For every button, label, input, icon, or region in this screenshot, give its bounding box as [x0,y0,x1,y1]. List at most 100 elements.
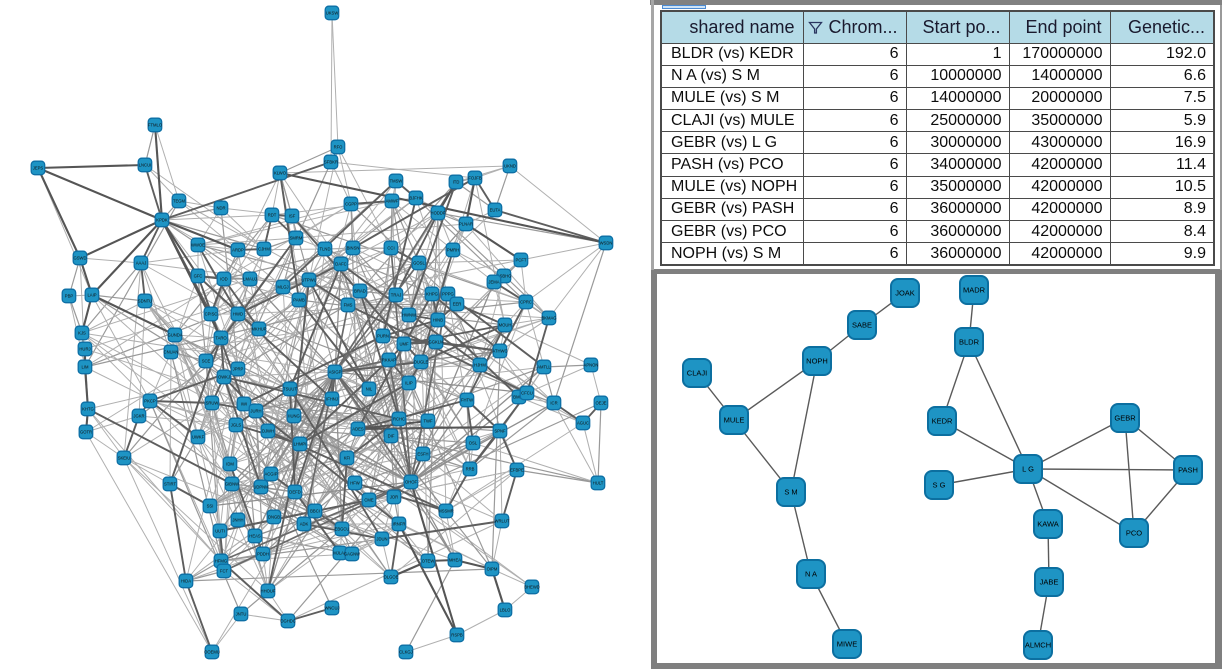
svg-text:JGKR: JGKR [133,414,144,419]
svg-text:DEFD: DEFD [289,490,300,495]
svg-text:KFI: KFI [344,456,351,461]
svg-text:SFBKR: SFBKR [324,160,338,165]
svg-text:GFC: GFC [194,274,203,279]
svg-text:GIBNW: GIBNW [225,482,239,487]
svg-text:AGUC: AGUC [577,421,589,426]
svg-text:S G: S G [933,481,946,490]
svg-text:L G: L G [1022,465,1034,474]
svg-text:TARO: TARO [215,336,227,341]
svg-text:HULT: HULT [593,481,604,486]
svg-text:BRAD: BRAD [354,289,366,294]
svg-text:KEDR: KEDR [932,417,953,426]
svg-text:CME: CME [364,498,374,503]
svg-text:MLGJ: MLGJ [277,285,288,290]
svg-text:PCO: PCO [1126,529,1142,538]
svg-text:PMRH: PMRH [447,248,459,253]
svg-text:RCHC: RCHC [393,417,405,422]
svg-text:CPRC: CPRC [520,300,532,305]
svg-text:SRUW: SRUW [206,401,219,406]
svg-text:APNON: APNON [584,363,599,368]
svg-text:CLAJI: CLAJI [687,369,707,378]
svg-text:BLDR: BLDR [959,338,980,347]
svg-text:ADK: ADK [300,522,309,527]
svg-text:TSUUT: TSUUT [283,387,297,392]
svg-text:ACGIP: ACGIP [264,472,277,477]
svg-text:RFO: RFO [334,145,344,150]
svg-text:FHTW: FHTW [461,398,473,403]
svg-text:MADR: MADR [963,286,986,295]
svg-text:RRB: RRB [466,467,475,472]
svg-text:PASH: PASH [1178,466,1198,475]
svg-text:ICR: ICR [550,401,557,406]
svg-text:TLND: TLND [320,247,331,252]
svg-text:WNCUJ: WNCUJ [324,606,339,611]
svg-text:HINB: HINB [433,318,443,323]
svg-text:UUTI: UUTI [215,529,225,534]
svg-text:OGHDC: OGHDC [280,619,296,624]
svg-text:OTEW: OTEW [422,559,435,564]
svg-text:KLWO: KLWO [274,171,287,176]
svg-text:FCT: FCT [220,569,229,574]
svg-text:BMLB: BMLB [513,395,525,400]
svg-text:OSL: OSL [469,441,478,446]
svg-text:CPISC: CPISC [205,312,218,317]
svg-text:FTMLO: FTMLO [148,123,163,128]
svg-text:IIUNG: IIUNG [288,414,300,419]
svg-text:LIM: LIM [82,365,89,370]
svg-text:RKKAP: RKKAP [382,358,396,363]
svg-text:JURH: JURH [250,409,261,414]
svg-text:MULE: MULE [724,416,745,425]
svg-text:CNUAN: CNUAN [164,350,179,355]
svg-text:MJLAK: MJLAK [333,551,347,556]
svg-text:DJWH: DJWH [262,429,274,434]
svg-text:HODDF: HODDF [431,211,446,216]
svg-text:HEAS: HEAS [249,534,261,539]
svg-text:IRNFR: IRNFR [393,522,406,527]
svg-text:BINSN: BINSN [347,246,360,251]
svg-text:WSDN: WSDN [600,241,613,246]
svg-text:UWKF: UWKF [192,435,205,440]
svg-text:OHOF: OHOF [405,480,418,485]
svg-text:TRAJ: TRAJ [391,293,401,298]
svg-text:ARDP: ARDP [232,248,244,253]
svg-text:CFCU: CFCU [521,391,533,396]
svg-text:JABE: JABE [1040,578,1059,587]
svg-text:ADES: ADES [352,427,364,432]
svg-text:TWF: TWF [423,419,433,424]
svg-text:EUTA: EUTA [490,208,501,213]
svg-text:IWI: IWI [241,402,247,407]
svg-text:LNCUI: LNCUI [139,163,152,168]
svg-text:ATHWC: ATHWC [492,349,507,354]
svg-text:RSPB: RSPB [451,633,463,638]
svg-text:JOR: JOR [390,495,398,500]
svg-text:SCE: SCE [202,359,211,364]
svg-text:N A: N A [805,570,817,579]
svg-text:PURN: PURN [377,334,389,339]
svg-text:PAMB: PAMB [293,298,305,303]
svg-text:FOJFB: FOJFB [468,176,481,181]
svg-text:BHEWD: BHEWD [524,585,540,590]
svg-text:JOAK: JOAK [895,289,915,298]
svg-text:FMS: FMS [344,303,353,308]
svg-text:LMAUJ: LMAUJ [243,277,257,282]
svg-text:MHEA: MHEA [449,558,461,563]
svg-text:BBCI: BBCI [310,509,320,514]
svg-text:GGKLM: GGKLM [428,340,444,345]
svg-text:MSSMR: MSSMR [438,509,454,514]
svg-text:LHMPI: LHMPI [294,442,307,447]
svg-text:HURJ: HURJ [79,347,90,352]
svg-text:HIDA: HIDA [181,579,191,584]
svg-text:IDM: IDM [226,462,234,467]
svg-text:SPNF: SPNF [494,429,506,434]
svg-text:RDT: RDT [268,213,277,218]
svg-text:TMSW: TMSW [390,179,403,184]
svg-text:PKCP: PKCP [144,399,156,404]
svg-text:JNHH: JNHH [232,518,243,523]
svg-text:NIL: NIL [366,387,373,392]
svg-text:HFMG: HFMG [215,559,227,564]
svg-text:S M: S M [784,488,797,497]
svg-text:BKMAG: BKMAG [541,316,556,321]
svg-text:SSI: SSI [207,504,214,509]
svg-text:KJS: KJS [78,331,86,336]
svg-text:GOSL: GOSL [413,261,425,266]
